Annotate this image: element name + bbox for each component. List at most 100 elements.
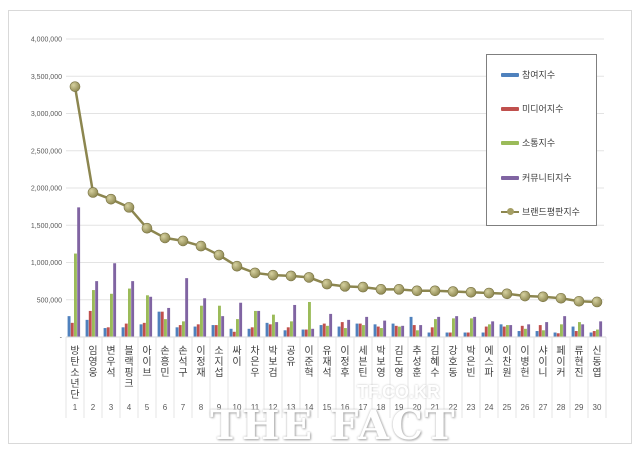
x-rank-label: 6 xyxy=(163,403,168,412)
svg-text:스: 스 xyxy=(484,356,493,368)
svg-text:우: 우 xyxy=(250,367,259,379)
bar xyxy=(146,295,149,337)
bar xyxy=(85,319,89,337)
x-category-label: 손흥민 xyxy=(160,345,169,379)
bar xyxy=(355,323,359,337)
x-rank-label: 12 xyxy=(269,403,278,412)
svg-text:훈: 훈 xyxy=(412,366,421,379)
bar xyxy=(527,324,531,337)
x-category-label: 에스파 xyxy=(484,345,493,379)
svg-text:아: 아 xyxy=(142,345,151,357)
x-category-label: 임영웅 xyxy=(88,344,97,379)
svg-text:김: 김 xyxy=(394,345,403,357)
bar xyxy=(455,316,459,337)
svg-text:은: 은 xyxy=(466,356,475,368)
legend-item-brand-reputation: 브랜드평판지수 xyxy=(501,205,580,218)
svg-text:년: 년 xyxy=(70,378,79,390)
bar xyxy=(92,290,95,337)
legend-swatch-green xyxy=(501,140,519,145)
bar xyxy=(254,310,257,337)
x-rank-label: 17 xyxy=(359,403,368,412)
svg-text:성: 성 xyxy=(412,356,421,368)
x-rank-label: 26 xyxy=(521,403,530,412)
x-rank-label: 5 xyxy=(145,403,150,412)
bar xyxy=(185,278,189,337)
bar xyxy=(257,310,261,337)
legend-item-media: 미디어지수 xyxy=(501,102,563,115)
legend-label: 참여지수 xyxy=(522,71,556,81)
svg-text:석: 석 xyxy=(322,367,331,379)
bar xyxy=(380,328,383,337)
svg-text:찬: 찬 xyxy=(502,356,511,368)
svg-text:민: 민 xyxy=(160,367,169,379)
x-category-label: 샤이니 xyxy=(538,345,547,379)
bar xyxy=(560,324,563,337)
svg-text:소: 소 xyxy=(70,367,79,379)
svg-text:랙: 랙 xyxy=(124,356,133,368)
bar xyxy=(581,324,585,337)
bar xyxy=(308,301,311,337)
bar xyxy=(286,327,290,337)
bar xyxy=(376,326,380,337)
svg-text:손: 손 xyxy=(160,345,169,357)
x-category-label: 소지섭 xyxy=(214,345,223,379)
svg-text:단: 단 xyxy=(70,389,79,401)
x-category-label: 차은우 xyxy=(250,345,259,379)
brand-reputation-line xyxy=(69,81,603,308)
svg-text:영: 영 xyxy=(376,367,385,379)
bar xyxy=(563,316,567,337)
bar xyxy=(182,321,185,337)
svg-text:브: 브 xyxy=(142,367,151,379)
bar xyxy=(491,321,495,337)
svg-text:원: 원 xyxy=(502,367,511,379)
bar xyxy=(509,325,513,337)
line-marker xyxy=(69,81,81,92)
bar xyxy=(200,305,203,337)
svg-text:박: 박 xyxy=(466,345,475,357)
svg-text:준: 준 xyxy=(304,356,313,368)
bar-series xyxy=(67,207,603,337)
svg-text:혜: 혜 xyxy=(430,356,439,368)
bar xyxy=(340,322,344,337)
line-marker xyxy=(357,281,369,293)
bar xyxy=(517,331,521,337)
bar xyxy=(95,281,99,337)
watermark-logo: THE FACT xyxy=(210,402,457,449)
bar xyxy=(502,326,506,337)
svg-text:은: 은 xyxy=(250,356,259,368)
x-rank-label: 22 xyxy=(449,403,458,412)
bar xyxy=(556,333,560,337)
line-marker xyxy=(177,235,189,247)
x-category-label: 공유 xyxy=(286,345,295,368)
bar xyxy=(473,316,477,337)
bar xyxy=(538,325,542,337)
svg-text:병: 병 xyxy=(520,356,529,368)
bar xyxy=(571,326,575,337)
line-marker xyxy=(465,286,477,298)
svg-text:석: 석 xyxy=(178,356,187,368)
svg-text:우: 우 xyxy=(106,356,115,368)
svg-text:현: 현 xyxy=(574,356,583,368)
y-tick-label: 2,000,000 xyxy=(31,186,62,193)
svg-text:헌: 헌 xyxy=(520,367,529,379)
line-marker xyxy=(393,284,405,295)
y-tick-label: 2,500,000 xyxy=(31,148,62,155)
x-category-label: 유재석 xyxy=(322,345,331,379)
svg-text:이: 이 xyxy=(340,345,349,357)
x-rank-label: 27 xyxy=(539,403,548,412)
svg-text:이: 이 xyxy=(232,356,241,368)
x-category-label: 이정재 xyxy=(196,345,205,379)
bar xyxy=(265,322,269,337)
bar xyxy=(293,304,297,337)
svg-text:이: 이 xyxy=(502,345,511,357)
svg-text:재: 재 xyxy=(196,367,205,379)
x-rank-label: 9 xyxy=(217,403,222,412)
line-marker xyxy=(483,287,495,299)
x-rank-label: 4 xyxy=(127,403,132,412)
svg-text:소: 소 xyxy=(214,345,223,357)
line-marker xyxy=(303,272,315,283)
line-marker xyxy=(447,286,459,297)
bar xyxy=(178,325,182,337)
